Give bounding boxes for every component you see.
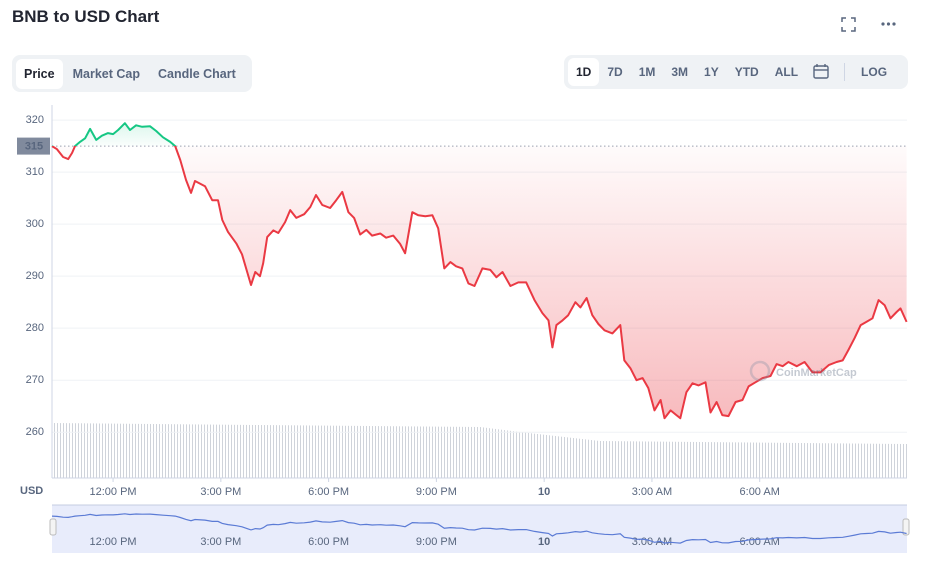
range-group: 1D 7D 1M 3M 1Y YTD ALL LOG bbox=[564, 55, 908, 89]
range-button[interactable]: 1M bbox=[638, 65, 656, 79]
tab[interactable]: Market Cap bbox=[72, 66, 140, 81]
navigator-tick-label: 12:00 PM bbox=[90, 536, 137, 548]
more-icon[interactable] bbox=[881, 22, 896, 26]
y-tick-label: 300 bbox=[26, 218, 44, 230]
tab-group: Price Market Cap Candle Chart bbox=[12, 55, 252, 92]
range-button[interactable]: ALL bbox=[774, 65, 799, 79]
watermark-text: CoinMarketCap bbox=[776, 367, 857, 379]
x-tick-label: 10 bbox=[538, 486, 550, 498]
x-tick-label: 6:00 AM bbox=[740, 486, 780, 498]
y-tick-label: 280 bbox=[26, 322, 44, 334]
calendar-icon[interactable] bbox=[806, 64, 836, 80]
navigator-tick-label: 6:00 PM bbox=[308, 536, 349, 548]
navigator-line bbox=[51, 513, 907, 544]
navigator-tick-label: 3:00 PM bbox=[200, 536, 241, 548]
range-button[interactable]: 7D bbox=[607, 65, 623, 79]
area bbox=[52, 123, 907, 419]
x-tick-label: 3:00 PM bbox=[200, 486, 241, 498]
x-tick-label: 3:00 AM bbox=[632, 486, 672, 498]
log-button[interactable]: LOG bbox=[861, 65, 888, 79]
y-tick-label: 310 bbox=[26, 166, 44, 178]
tab[interactable]: Candle Chart bbox=[157, 66, 236, 81]
x-tick-label: 9:00 PM bbox=[416, 486, 457, 498]
range-button[interactable]: 3M bbox=[671, 65, 689, 79]
y-tick-label: 320 bbox=[26, 114, 44, 126]
watermark-logo bbox=[749, 360, 771, 382]
volume-area bbox=[52, 423, 907, 478]
navigator-tick-label: 10 bbox=[538, 536, 550, 548]
navigator-handle[interactable] bbox=[902, 518, 910, 536]
fullscreen-icon[interactable] bbox=[841, 17, 856, 32]
x-tick-label: 6:00 PM bbox=[308, 486, 349, 498]
baseline-badge bbox=[17, 137, 50, 155]
tab[interactable]: Price bbox=[16, 58, 63, 89]
navigator-tick-label: 9:00 PM bbox=[416, 536, 457, 548]
divider bbox=[844, 63, 846, 81]
y-tick-label: 270 bbox=[26, 374, 44, 386]
page-title: BNB to USD Chart bbox=[12, 7, 160, 26]
y-tick-label: 260 bbox=[26, 426, 44, 438]
range-button[interactable]: YTD bbox=[734, 65, 759, 79]
range-button[interactable]: 1Y bbox=[704, 65, 719, 79]
baseline-label: 315 bbox=[25, 141, 43, 153]
x-tick-label: 12:00 PM bbox=[90, 486, 137, 498]
y-tick-label: 290 bbox=[26, 270, 44, 282]
axis-unit-label: USD bbox=[20, 485, 43, 497]
watermark: CoinMarketCap bbox=[749, 360, 857, 382]
price-line bbox=[51, 122, 908, 420]
navigator-handle[interactable] bbox=[49, 518, 57, 536]
range-button[interactable]: 1D bbox=[568, 58, 600, 86]
